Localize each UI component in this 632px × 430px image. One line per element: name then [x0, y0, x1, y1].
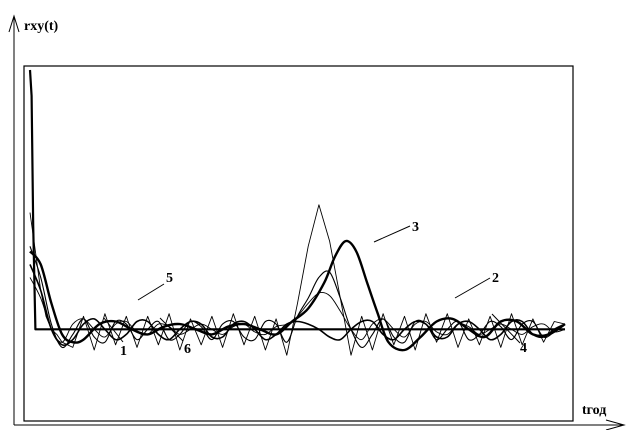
series-leader-2 [454, 277, 491, 299]
series-label-1: 1 [120, 344, 127, 359]
x-axis-label: tгод [582, 403, 606, 418]
series-leader-3 [373, 225, 411, 243]
series-line-6 [29, 264, 566, 347]
plot-frame [23, 65, 574, 422]
series-label-3: 3 [412, 220, 419, 235]
series-line-1 [28, 69, 565, 331]
series-leader-5 [137, 283, 165, 301]
x-axis-arrow [605, 419, 626, 430]
series-label-layer: 1 2 3 4 5 6 [103, 220, 527, 359]
series-layer [28, 69, 566, 356]
series-label-2: 2 [492, 271, 499, 286]
series-leader-4 [491, 313, 521, 344]
series-label-4: 4 [520, 341, 527, 356]
series-label-5: 5 [166, 271, 173, 286]
y-axis-label: rxy(t) [24, 19, 59, 34]
series-leader-6 [159, 317, 184, 342]
series-line-5 [29, 277, 566, 343]
series-leader-1 [103, 317, 124, 343]
series-line-3 [29, 204, 566, 356]
series-label-6: 6 [184, 342, 191, 357]
series-line-2 [29, 239, 566, 352]
